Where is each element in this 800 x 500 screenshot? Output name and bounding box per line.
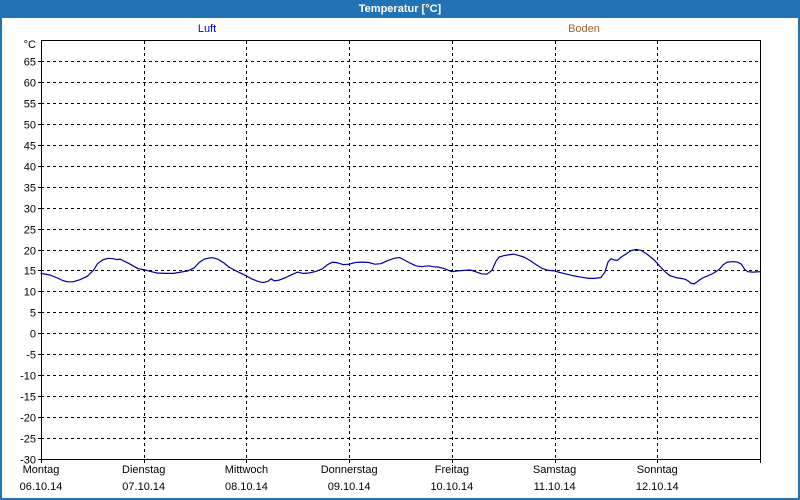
y-tick-label: 55 — [24, 99, 36, 111]
x-day-date: 11.10.14 — [534, 481, 576, 493]
x-day-name: Mittwoch — [225, 464, 268, 476]
y-tick-label: -5 — [26, 350, 36, 362]
window-title: Temperatur [°C] — [358, 3, 442, 15]
y-tick-label: 15 — [24, 266, 36, 278]
y-tick-label: 0 — [30, 329, 36, 341]
x-day-date: 10.10.14 — [430, 481, 473, 493]
x-day-name: Montag — [23, 464, 60, 476]
y-tick-label: 20 — [24, 246, 36, 258]
y-tick-label: 50 — [24, 120, 36, 132]
x-day-date: 06.10.14 — [20, 481, 63, 493]
y-tick-label: 30 — [24, 204, 36, 216]
x-day-name: Samstag — [533, 464, 576, 476]
y-tick-label: -25 — [20, 434, 36, 446]
legend-item-luft: Luft — [197, 23, 217, 35]
y-tick-label: 10 — [24, 287, 36, 299]
x-day-name: Dienstag — [122, 464, 165, 476]
y-tick-label: 45 — [24, 141, 36, 153]
x-day-date: 09.10.14 — [328, 481, 371, 493]
y-tick-label: -15 — [20, 392, 36, 404]
window-title-bar: Temperatur [°C] — [0, 0, 800, 18]
y-tick-label: 40 — [24, 162, 36, 174]
series-line-luft — [40, 248, 761, 285]
y-tick-label: 25 — [24, 225, 36, 237]
x-day-date: 08.10.14 — [225, 481, 268, 493]
x-day-name: Donnerstag — [321, 464, 378, 476]
y-axis-unit: °C — [24, 39, 36, 51]
y-tick-label: -20 — [20, 413, 36, 425]
y-tick-label: -10 — [20, 371, 36, 383]
x-day-date: 07.10.14 — [122, 481, 165, 493]
y-tick-label: 35 — [24, 183, 36, 195]
x-day-name: Sonntag — [637, 464, 678, 476]
y-tick-label: 5 — [30, 308, 36, 320]
x-day-date: 12.10.14 — [636, 481, 679, 493]
y-tick-label: -30 — [20, 455, 36, 467]
x-day-name: Freitag — [435, 464, 469, 476]
y-tick-label: 65 — [24, 57, 36, 69]
y-tick-label: 60 — [24, 78, 36, 90]
legend-item-boden: Boden — [568, 23, 600, 35]
